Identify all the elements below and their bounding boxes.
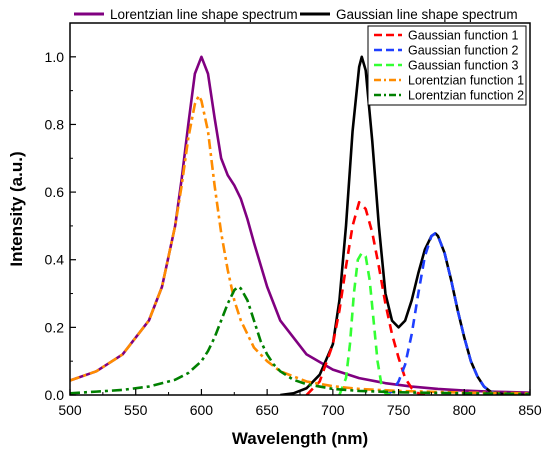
y-axis-label: Intensity (a.u.): [7, 151, 26, 266]
x-tick-label: 800: [453, 402, 477, 418]
series-line-gaussian-function-2: [384, 232, 505, 395]
y-tick-label: 0.2: [45, 319, 65, 335]
y-tick-label: 0.4: [45, 252, 65, 268]
x-tick-label: 750: [387, 402, 411, 418]
x-axis-ticks: 500 550 600 650 700 750 800 850: [58, 389, 542, 418]
inner-legend-box: [367, 25, 527, 106]
y-axis-ticks: 0.0 0.2 0.4 0.6 0.8 1.0: [45, 49, 76, 403]
series-line-lorentzian-function-2: [70, 285, 530, 395]
series-line-gaussian-line-shape-spectrum: [280, 55, 530, 395]
y-tick-label: 0.8: [45, 116, 65, 132]
x-tick-label: 650: [255, 402, 279, 418]
series-line-lorentzian-function-1: [70, 94, 530, 395]
legend-label-gaussian-function-1: Gaussian function 1: [408, 29, 519, 43]
x-tick-label: 850: [518, 402, 542, 418]
y-tick-label: 0.0: [45, 387, 65, 403]
y-tick-label: 1.0: [45, 49, 65, 65]
x-tick-label: 550: [124, 402, 148, 418]
legend-label-lorentzian-function-1: Lorentzian function 1: [408, 74, 524, 88]
legend-label-gaussian-line-shape-spectrum: Gaussian line shape spectrum: [336, 7, 518, 22]
series-line-lorentzian-line-shape-spectrum: [70, 55, 530, 394]
plot-lines: [70, 55, 530, 395]
y-tick-label: 0.6: [45, 184, 65, 200]
legend-label-gaussian-function-3: Gaussian function 3: [408, 59, 519, 73]
series-line-gaussian-function-3: [338, 251, 393, 395]
x-tick-label: 600: [190, 402, 214, 418]
legend-label-lorentzian-function-2: Lorentzian function 2: [408, 89, 524, 103]
legend-label-gaussian-function-2: Gaussian function 2: [408, 44, 519, 58]
legend-label-lorentzian-line-shape-spectrum: Lorentzian line shape spectrum: [110, 7, 298, 22]
x-tick-label: 700: [321, 402, 345, 418]
top-legend: Lorentzian line shape spectrum Gaussian l…: [74, 7, 518, 22]
x-axis-label: Wavelength (nm): [232, 429, 368, 448]
series-line-gaussian-function-1: [305, 200, 426, 395]
x-tick-label: 500: [58, 402, 82, 418]
